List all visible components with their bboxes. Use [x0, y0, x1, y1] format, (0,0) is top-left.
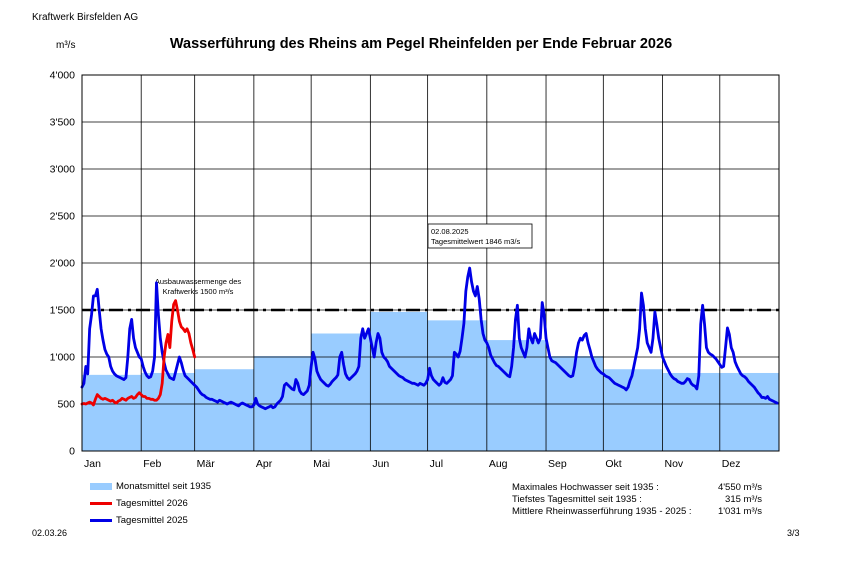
- stat-label-max-flood: Maximales Hochwasser seit 1935 :: [512, 482, 659, 493]
- monthly-mean-bar-11: [662, 372, 720, 451]
- y-tick-label: 2'000: [50, 258, 76, 270]
- legend-label-2025: Tagesmittel 2025: [116, 515, 188, 526]
- x-tick-label-month: Mär: [197, 458, 216, 470]
- y-axis-unit: m³/s: [56, 40, 76, 51]
- monthly-mean-bar-2: [141, 372, 195, 451]
- x-tick-label-month: Sep: [548, 458, 567, 470]
- x-tick-label-month: Nov: [665, 458, 684, 470]
- legend-swatch-2025: [90, 519, 112, 522]
- monthly-mean-bar-7: [427, 320, 487, 451]
- y-tick-label: 500: [57, 399, 75, 411]
- stat-label-mean-flow: Mittlere Rheinwasserführung 1935 - 2025 …: [512, 506, 692, 517]
- monthly-mean-bar-8: [486, 340, 547, 451]
- series-line-2025: [80, 266, 779, 411]
- y-tick-label: 3'000: [50, 164, 76, 176]
- x-tick-label-month: Apr: [256, 458, 273, 470]
- y-tick-labels: 0 500 1'000 1'500 2'000 2'500 3'000 3'500 4'000: [50, 70, 76, 458]
- annotation-box: [427, 223, 533, 249]
- legend-label-monthly: Monatsmittel seit 1935: [116, 481, 212, 492]
- company-name: Kraftwerk Birsfelden AG: [32, 12, 139, 23]
- y-tick-label: 1'500: [50, 305, 76, 317]
- monthly-mean-bar-12: [719, 372, 779, 451]
- x-tick-label-month: Dez: [722, 458, 741, 470]
- x-tick-label-month: Jun: [372, 458, 389, 470]
- y-tick-label: 4'000: [50, 70, 76, 82]
- x-tick-label-month: Jul: [430, 458, 443, 470]
- y-tick-label: 2'500: [50, 211, 76, 223]
- stat-value-min-daily: 315 m³/s: [725, 494, 762, 505]
- stat-value-mean-flow: 1'031 m³/s: [717, 506, 762, 517]
- monthly-mean-bar-3: [194, 369, 254, 451]
- monthly-mean-bar-5: [311, 333, 371, 451]
- plot-frame: [81, 74, 780, 452]
- monthly-mean-bar-4: [253, 356, 312, 451]
- y-tick-label: 1'000: [50, 352, 76, 364]
- capacity-line-label: Ausbauwassermenge des: [155, 277, 242, 286]
- x-tick-label-month: Okt: [605, 458, 621, 470]
- grid-lines: [82, 75, 779, 451]
- stat-label-min-daily: Tiefstes Tagesmittel seit 1935 :: [512, 494, 642, 505]
- series-line-2026: [80, 299, 197, 407]
- series-lines: [80, 266, 779, 411]
- legend-label-2026: Tagesmittel 2026: [116, 498, 188, 509]
- page-number: 3/3: [787, 528, 800, 538]
- monthly-mean-bars: [82, 311, 779, 451]
- legend-swatch-2026: [90, 502, 112, 505]
- annotation-date: 02.08.2025: [431, 227, 469, 236]
- x-tick-label-month: Jan: [84, 458, 101, 470]
- x-tick-label-month: Feb: [143, 458, 161, 470]
- print-date: 02.03.26: [32, 528, 68, 538]
- chart-title: Wasserführung des Rheins am Pegel Rheinf…: [169, 36, 673, 52]
- x-tick-label-month: Aug: [489, 458, 508, 470]
- x-tick-label-month: Mai: [313, 458, 330, 470]
- y-tick-label: 0: [69, 446, 75, 458]
- y-tick-label: 3'500: [50, 117, 76, 129]
- annotation-value: Tagesmittelwert 1846 m3/s: [431, 237, 520, 246]
- x-tick-labels: Jan Feb Mär Apr Mai Jun Jul Aug Sep Okt Nov Dez: [84, 458, 740, 470]
- stat-value-max-flood: 4'550 m³/s: [717, 482, 762, 493]
- capacity-line-label-2: Kraftwerks 1500 m³/s: [163, 287, 234, 296]
- legend-swatch-monthly: [90, 483, 112, 490]
- monthly-mean-bar-1: [82, 374, 142, 451]
